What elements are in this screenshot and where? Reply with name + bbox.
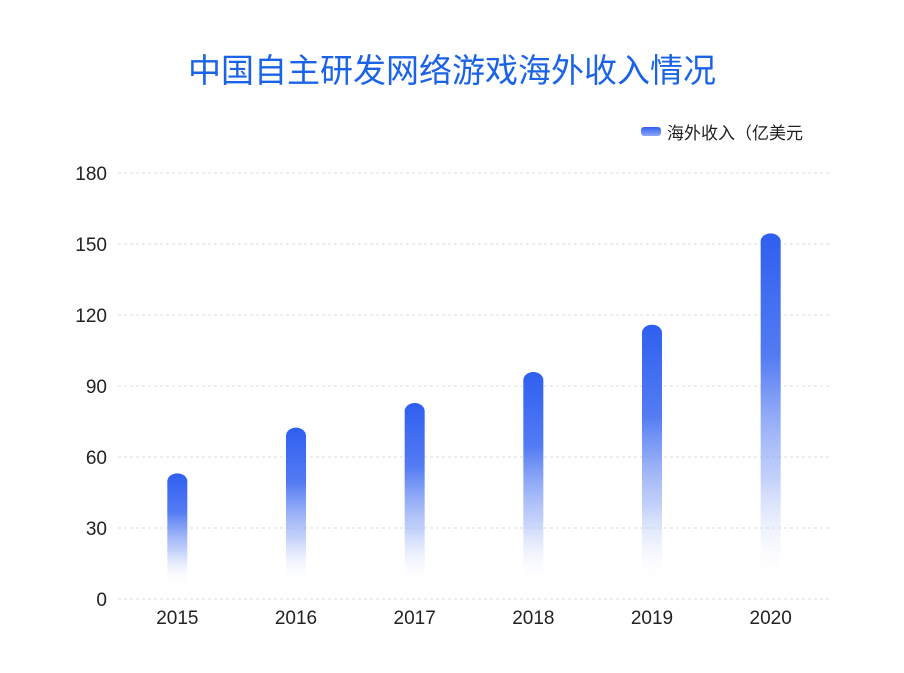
x-tick-label: 2018 <box>512 608 554 629</box>
y-tick-label: 30 <box>86 519 107 540</box>
bars <box>167 233 781 585</box>
bar-2016 <box>286 427 306 585</box>
legend-label: 海外收入（亿美元 <box>667 124 803 144</box>
grid-lines <box>118 172 830 600</box>
x-tick-label: 2016 <box>275 608 317 629</box>
bar-2019 <box>642 324 662 585</box>
x-tick-label: 2019 <box>631 608 673 629</box>
x-axis: 2015 2016 2017 2018 2019 2020 <box>156 608 792 629</box>
x-tick-label: 2015 <box>156 608 198 629</box>
bar-2018 <box>523 372 544 585</box>
legend-swatch <box>641 127 661 136</box>
bar-2017 <box>404 403 425 585</box>
y-tick-label: 0 <box>96 590 107 611</box>
x-tick-label: 2020 <box>750 608 792 629</box>
y-tick-label: 90 <box>86 377 107 398</box>
y-tick-label: 120 <box>75 306 107 327</box>
legend: 海外收入（亿美元 <box>641 124 803 144</box>
bar-2020 <box>760 233 781 585</box>
y-tick-label: 180 <box>75 164 107 185</box>
y-tick-label: 60 <box>86 448 107 469</box>
y-tick-label: 150 <box>75 235 107 256</box>
y-axis: 0 30 60 90 120 150 180 <box>75 164 107 611</box>
chart-title: 中国自主研发网络游戏海外收入情况 <box>188 51 716 90</box>
bar-2015 <box>167 473 188 585</box>
x-tick-label: 2017 <box>394 608 436 629</box>
